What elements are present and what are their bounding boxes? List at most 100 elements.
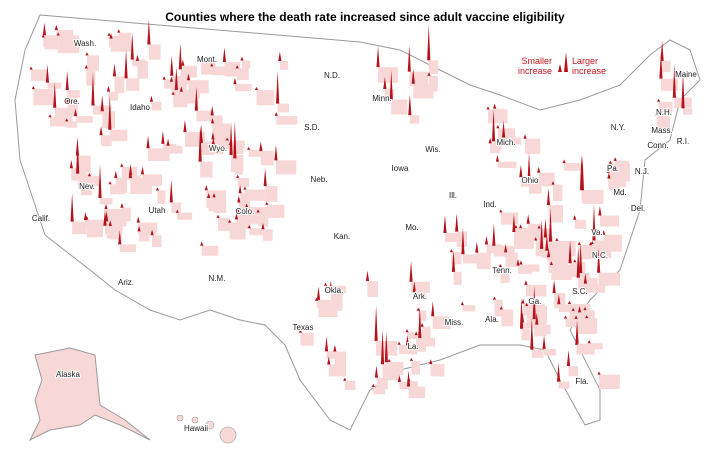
county (67, 90, 80, 99)
spike (525, 302, 529, 306)
state-label: Hawaii (184, 424, 208, 433)
county (453, 271, 462, 285)
spike (409, 260, 413, 282)
spike (31, 85, 35, 90)
spike (563, 315, 568, 319)
spike (162, 76, 166, 80)
spike (519, 164, 523, 178)
spike (583, 273, 587, 284)
spike (590, 240, 594, 244)
spike (66, 96, 70, 104)
spike (171, 91, 175, 95)
county (494, 108, 505, 117)
county (493, 141, 502, 151)
spike (65, 118, 69, 122)
county-shading (31, 30, 693, 399)
county (262, 229, 273, 241)
spike (120, 163, 124, 167)
county (300, 332, 314, 346)
state-label: Nev. (79, 182, 95, 191)
county (525, 138, 541, 154)
spike (602, 230, 606, 235)
spike (91, 71, 95, 106)
spike (527, 152, 531, 182)
spike (374, 365, 379, 378)
spike (85, 215, 89, 220)
spike (427, 24, 431, 61)
spike (512, 214, 516, 232)
spike (210, 63, 214, 67)
county (212, 115, 223, 131)
spike (136, 216, 140, 223)
spike (236, 174, 240, 178)
county (413, 83, 434, 99)
county (564, 163, 581, 171)
state-label: Ga. (529, 297, 542, 306)
spike (333, 344, 337, 352)
spike (493, 103, 497, 109)
county (119, 244, 137, 253)
state-label: Va. (591, 228, 602, 237)
county (109, 35, 121, 48)
county (378, 67, 398, 83)
spike (100, 95, 104, 112)
county (520, 177, 531, 187)
spike (315, 297, 319, 301)
county (108, 91, 119, 101)
county (157, 190, 166, 204)
spike (274, 145, 278, 161)
spike (42, 22, 47, 36)
spike (216, 214, 220, 218)
spike (460, 301, 464, 306)
spike (496, 124, 500, 129)
spike (228, 219, 232, 223)
state-label: Ark. (413, 292, 427, 301)
spike (278, 51, 282, 61)
spike (265, 201, 269, 205)
county (277, 103, 290, 113)
spike (562, 159, 566, 164)
county (33, 89, 53, 106)
spike (420, 322, 424, 327)
spike (521, 298, 525, 304)
legend-larger: Larger increase (572, 56, 606, 76)
state-label: R.I. (677, 137, 689, 146)
spike (200, 241, 204, 246)
spike (504, 243, 508, 253)
state-label: Ore. (64, 97, 80, 106)
county (500, 266, 510, 283)
state-label: Texas (293, 323, 314, 332)
spike (659, 51, 663, 79)
state-label: Mich. (496, 138, 515, 147)
spike (387, 358, 391, 362)
spike (548, 208, 553, 242)
spike (588, 242, 593, 246)
county (656, 115, 671, 133)
spike (243, 186, 247, 190)
spike (455, 213, 459, 232)
county (206, 190, 227, 208)
spike (501, 120, 506, 138)
spike (175, 209, 179, 213)
county (529, 181, 542, 194)
spike (407, 45, 411, 72)
county (105, 209, 127, 227)
spike (274, 111, 278, 116)
county (615, 160, 630, 174)
spike (211, 137, 215, 145)
county (538, 172, 555, 187)
spike (537, 225, 541, 229)
spike (247, 146, 251, 150)
spike (542, 335, 546, 349)
county (660, 78, 679, 91)
county (384, 88, 394, 97)
spike (384, 331, 388, 363)
county (409, 115, 420, 124)
county (211, 66, 228, 76)
spike (109, 33, 113, 39)
spike (405, 335, 410, 346)
spike (179, 86, 183, 92)
spike (254, 86, 259, 91)
county (429, 75, 438, 92)
spike (186, 73, 191, 81)
